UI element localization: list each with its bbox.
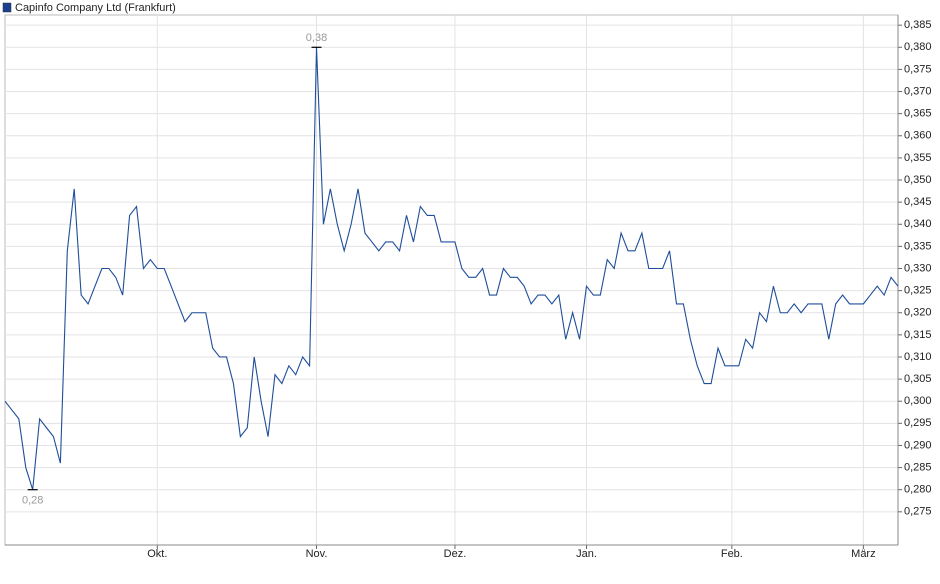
y-tick-label: 0,275 [904, 506, 932, 518]
y-tick-label: 0,340 [904, 218, 932, 230]
x-tick-label: Nov. [306, 548, 328, 560]
y-tick-label: 0,365 [904, 108, 932, 120]
y-tick-label: 0,325 [904, 285, 932, 297]
y-tick-label: 0,310 [904, 351, 932, 363]
price-line [4, 47, 899, 490]
y-tick-label: 0,355 [904, 152, 932, 164]
y-tick-label: 0,295 [904, 417, 932, 429]
y-tick-label: 0,305 [904, 373, 932, 385]
y-tick-label: 0,335 [904, 240, 932, 252]
y-tick-label: 0,360 [904, 130, 932, 142]
x-tick-label: Okt. [147, 548, 167, 560]
y-tick-label: 0,370 [904, 85, 932, 97]
y-tick-label: 0,290 [904, 439, 932, 451]
y-tick-label: 0,320 [904, 307, 932, 319]
plot-area [4, 14, 899, 546]
y-tick-label: 0,345 [904, 196, 932, 208]
y-tick-label: 0,385 [904, 19, 932, 31]
legend-label: Capinfo Company Ltd (Frankfurt) [15, 2, 176, 14]
x-tick-label: Jan. [576, 548, 597, 560]
value-label: 0,28 [22, 495, 43, 507]
x-tick-label: März [851, 548, 875, 560]
x-tick-label: Dez. [444, 548, 467, 560]
y-tick-label: 0,375 [904, 63, 932, 75]
y-tick-label: 0,300 [904, 395, 932, 407]
y-tick-label: 0,330 [904, 262, 932, 274]
legend-swatch [2, 2, 12, 13]
y-tick-label: 0,285 [904, 461, 932, 473]
y-tick-label: 0,380 [904, 41, 932, 53]
x-tick-label: Feb. [721, 548, 743, 560]
y-tick-label: 0,350 [904, 174, 932, 186]
value-label: 0,38 [306, 32, 327, 44]
y-tick-label: 0,315 [904, 329, 932, 341]
y-tick-label: 0,280 [904, 484, 932, 496]
